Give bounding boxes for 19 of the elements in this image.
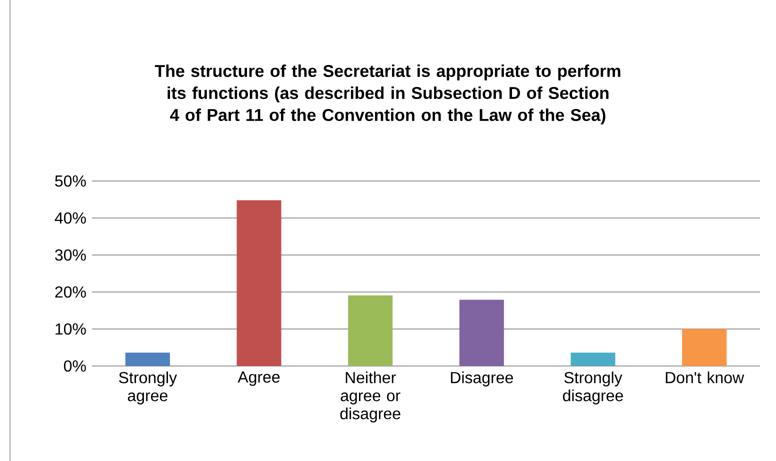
x-tick-label: Agree xyxy=(238,372,280,386)
bar xyxy=(125,352,170,366)
bar xyxy=(236,200,282,366)
bar xyxy=(570,352,616,366)
y-tick-label: 0% xyxy=(64,360,86,372)
y-tick-label: 30% xyxy=(55,249,86,261)
bar xyxy=(682,329,727,366)
bar xyxy=(459,300,504,366)
y-tick-label: 50% xyxy=(55,175,86,187)
x-tick-label: Strongly disagree xyxy=(562,372,623,404)
x-tick-label: Neither agree or disagree xyxy=(340,372,400,422)
x-tick-label: Strongly agree xyxy=(119,372,177,404)
y-tick-label: 40% xyxy=(54,212,86,224)
y-tick-label: 20% xyxy=(55,286,86,298)
bar xyxy=(348,295,393,366)
chart-title: The structure of the Secretariat is appropriate to perform its functions (as described in Subsection D of Section 4 of Part 11 of the Convention on the Law of the Sea) xyxy=(154,64,620,124)
x-tick-label: Don't know xyxy=(666,372,744,384)
y-tick-label: 10% xyxy=(56,323,86,335)
x-tick-label: Disagree xyxy=(450,372,513,386)
